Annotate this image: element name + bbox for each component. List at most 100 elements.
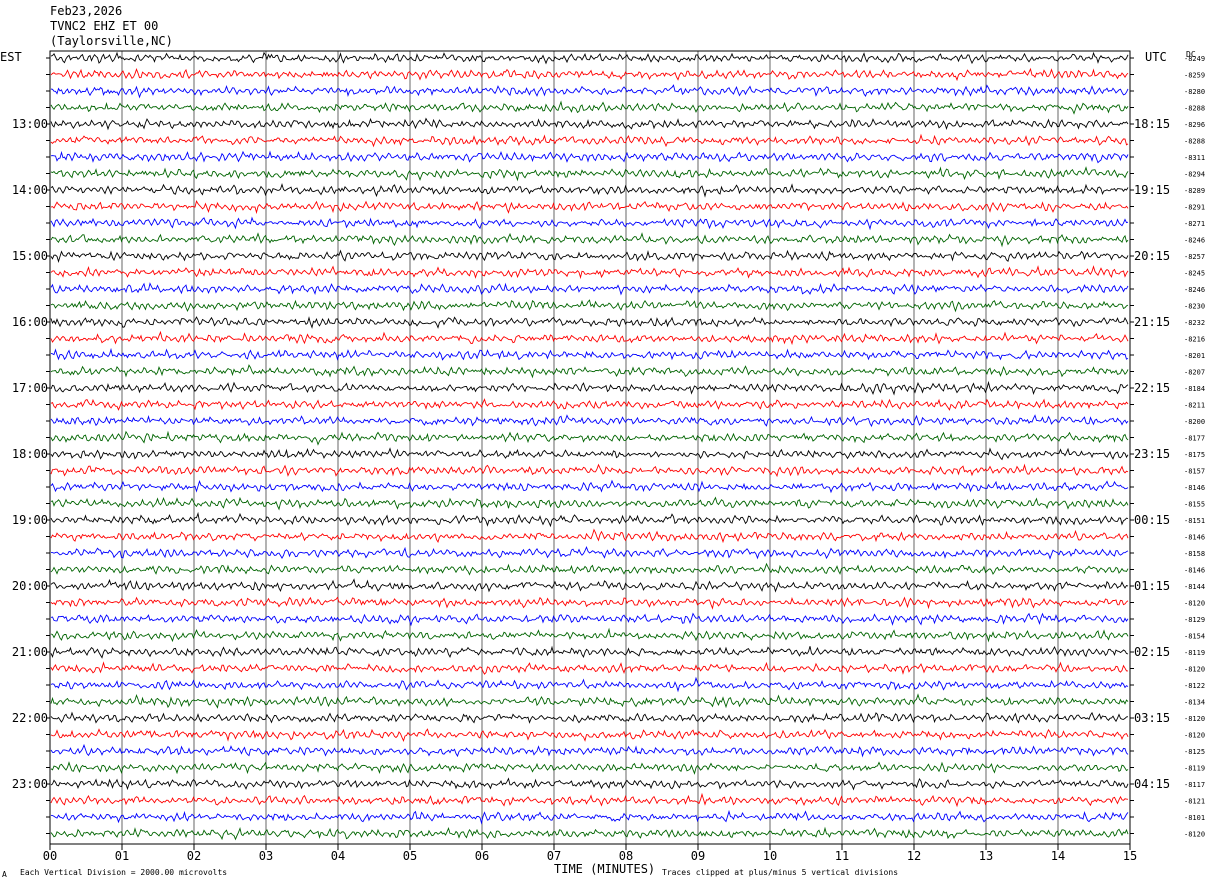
right-hour-label: 00:15: [1134, 513, 1170, 527]
dc-offset-label: -8201: [1184, 352, 1205, 360]
dc-offset-label: -8211: [1184, 402, 1205, 410]
seismic-trace: [50, 792, 1129, 808]
seismic-trace: [50, 777, 1129, 791]
dc-offset-label: -8294: [1184, 171, 1205, 179]
dc-offset-label: -8289: [1184, 187, 1205, 195]
right-hour-label: 04:15: [1134, 777, 1170, 791]
x-tick-label: 04: [331, 849, 345, 863]
left-hour-label: 16:00: [12, 315, 48, 329]
seismic-trace: [50, 693, 1129, 709]
left-hour-label: 14:00: [12, 183, 48, 197]
dc-label: DC: [1186, 50, 1196, 59]
dc-offset-label: -8119: [1184, 649, 1205, 657]
dc-offset-label: -8157: [1184, 468, 1205, 476]
right-hour-label: 18:15: [1134, 117, 1170, 131]
x-tick-label: 05: [403, 849, 417, 863]
right-hour-label: 19:15: [1134, 183, 1170, 197]
x-tick-label: 10: [763, 849, 777, 863]
x-tick-label: 13: [979, 849, 993, 863]
dc-offset-label: -8146: [1184, 484, 1205, 492]
seismic-trace: [50, 398, 1129, 411]
seismic-trace: [50, 265, 1129, 280]
left-hour-label: 17:00: [12, 381, 48, 395]
dc-offset-label: -8121: [1184, 798, 1205, 806]
seismic-trace: [50, 100, 1129, 115]
right-hour-label: 20:15: [1134, 249, 1170, 263]
right-hour-label: 23:15: [1134, 447, 1170, 461]
dc-offset-label: -8288: [1184, 105, 1205, 113]
x-tick-label: 12: [907, 849, 921, 863]
dc-offset-label: -8245: [1184, 270, 1205, 278]
dc-offset-label: -8249: [1184, 55, 1205, 63]
dc-offset-label: -8120: [1184, 600, 1205, 608]
seismic-trace: [50, 627, 1129, 643]
right-hour-label: 02:15: [1134, 645, 1170, 659]
left-timezone-label: EST: [0, 50, 22, 64]
dc-offset-label: -8257: [1184, 253, 1205, 261]
seismic-trace: [50, 612, 1129, 627]
dc-offset-label: -8271: [1184, 220, 1205, 228]
x-tick-label: 15: [1123, 849, 1137, 863]
right-hour-label: 03:15: [1134, 711, 1170, 725]
seismic-trace: [50, 511, 1129, 528]
left-hour-label: 22:00: [12, 711, 48, 725]
x-tick-label: 08: [619, 849, 633, 863]
right-hour-label: 22:15: [1134, 381, 1170, 395]
left-hour-label: 21:00: [12, 645, 48, 659]
seismic-trace: [50, 596, 1129, 610]
dc-offset-label: -8146: [1184, 567, 1205, 575]
dc-offset-label: -8146: [1184, 534, 1205, 542]
clipping-note: Traces clipped at plus/minus 5 vertical …: [662, 868, 899, 877]
x-tick-label: 07: [547, 849, 561, 863]
x-tick-label: 02: [187, 849, 201, 863]
dc-offset-label: -8155: [1184, 501, 1205, 509]
seismic-trace: [50, 51, 1129, 65]
dc-offset-label: -8122: [1184, 682, 1205, 690]
dc-offset-label: -8144: [1184, 583, 1205, 591]
seismic-trace: [50, 347, 1129, 361]
dc-offset-label: -8120: [1184, 666, 1205, 674]
dc-offset-label: -8280: [1184, 88, 1205, 96]
x-tick-label: 00: [43, 849, 57, 863]
dc-offset-label: -8175: [1184, 451, 1205, 459]
plot-date: Feb23,2026: [50, 4, 123, 18]
seismic-trace: [50, 496, 1129, 511]
seismic-trace: [50, 711, 1129, 724]
dc-offset-label: -8134: [1184, 699, 1205, 707]
seismic-trace: [50, 216, 1129, 231]
dc-offset-label: -8184: [1184, 385, 1205, 393]
seismic-trace: [50, 282, 1129, 296]
dc-offset-label: -8200: [1184, 418, 1205, 426]
left-hour-label: 19:00: [12, 513, 48, 527]
right-timezone-label: UTC: [1145, 50, 1167, 64]
seismic-trace: [50, 761, 1129, 775]
seismic-trace: [50, 150, 1129, 164]
seismic-trace: [50, 232, 1129, 248]
station-location: (Taylorsville,NC): [50, 34, 173, 48]
dc-offset-label: -8101: [1184, 814, 1205, 822]
left-hour-label: 15:00: [12, 249, 48, 263]
left-hour-label: 23:00: [12, 777, 48, 791]
seismic-trace: [50, 447, 1129, 461]
seismic-trace: [50, 316, 1129, 329]
seismic-trace: [50, 364, 1129, 379]
seismic-trace: [51, 545, 1129, 560]
dc-offset-label: -8119: [1184, 765, 1205, 773]
station-name: TVNC2 EHZ ET 00: [50, 19, 159, 33]
seismic-trace: [50, 67, 1129, 82]
seismic-trace: [50, 661, 1128, 675]
dc-offset-label: -8154: [1184, 633, 1205, 641]
seismic-trace: [50, 330, 1129, 346]
x-axis-title: TIME (MINUTES): [554, 862, 656, 876]
dc-offset-label: -8120: [1184, 732, 1205, 740]
dc-offset-label: -8311: [1184, 154, 1205, 162]
x-tick-label: 09: [691, 849, 705, 863]
seismic-trace: [50, 528, 1129, 544]
dc-offset-label: -8158: [1184, 550, 1205, 558]
seismic-trace: [50, 645, 1129, 659]
seismic-trace: [50, 743, 1129, 758]
left-hour-label: 13:00: [12, 117, 48, 131]
dc-offset-label: -8207: [1184, 369, 1205, 377]
left-hour-label: 18:00: [12, 447, 48, 461]
